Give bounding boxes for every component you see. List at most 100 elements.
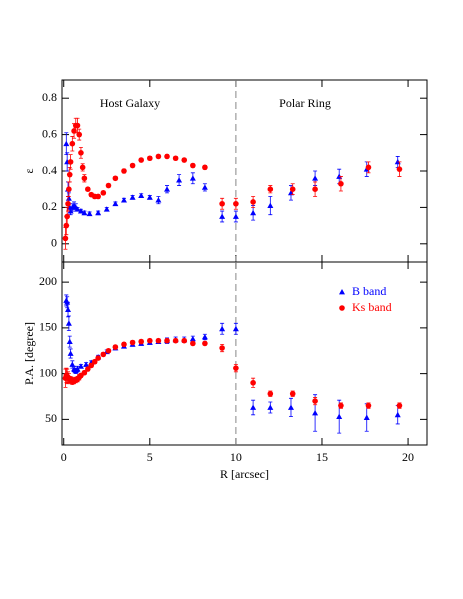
marker [85, 186, 91, 192]
marker [219, 213, 226, 219]
marker [105, 182, 112, 189]
y-tick-label: 200 [39, 274, 57, 288]
marker [181, 337, 188, 344]
marker [146, 194, 153, 200]
marker [103, 206, 110, 212]
marker [65, 195, 72, 201]
marker [172, 337, 179, 344]
marker [190, 340, 196, 347]
marker [67, 159, 74, 165]
marker [74, 366, 81, 372]
annotation: Host Galaxy [100, 96, 160, 110]
marker [250, 379, 256, 386]
marker [62, 235, 69, 242]
y-tick-label: 150 [39, 320, 57, 334]
marker [95, 209, 102, 216]
marker [250, 404, 257, 410]
marker [100, 190, 107, 196]
marker [181, 157, 188, 163]
marker [164, 153, 170, 160]
marker [363, 414, 370, 420]
marker [69, 361, 76, 367]
marker [138, 157, 144, 163]
marker [81, 369, 88, 376]
annotation: Polar Ring [279, 96, 331, 110]
x-tick-label: 0 [61, 450, 67, 464]
y-axis-label: ε [22, 168, 36, 173]
marker [65, 306, 72, 312]
marker [202, 164, 208, 171]
marker [81, 209, 88, 216]
marker [172, 155, 179, 162]
marker [189, 175, 196, 181]
marker [312, 175, 319, 181]
marker [267, 202, 274, 208]
marker [155, 197, 162, 203]
marker [189, 335, 196, 342]
marker [129, 194, 136, 200]
y-tick-label: 0 [51, 236, 57, 250]
marker [201, 184, 208, 190]
legend-marker [339, 289, 345, 295]
x-tick-label: 10 [230, 450, 242, 464]
marker [77, 208, 84, 214]
marker [287, 404, 294, 410]
marker [120, 197, 127, 203]
legend-label: Ks band [352, 300, 392, 314]
legend-label: B band [352, 284, 386, 298]
marker [365, 164, 372, 171]
marker [83, 361, 90, 367]
marker [66, 338, 73, 345]
marker [219, 345, 225, 351]
legend-marker [339, 305, 345, 311]
marker [232, 213, 239, 219]
marker [233, 365, 239, 371]
marker [79, 164, 86, 171]
marker [394, 411, 401, 418]
marker [155, 337, 162, 344]
marker [64, 213, 70, 220]
marker [155, 153, 162, 160]
marker [365, 402, 372, 409]
marker [267, 390, 274, 397]
marker [129, 162, 136, 169]
marker [112, 200, 119, 207]
marker [250, 209, 257, 216]
marker [86, 210, 93, 217]
marker [88, 362, 95, 369]
marker [74, 206, 81, 212]
marker [147, 337, 153, 344]
x-tick-label: 5 [147, 450, 153, 464]
marker [164, 186, 171, 192]
marker [91, 358, 98, 365]
marker [396, 402, 403, 409]
y-tick-label: 0.4 [42, 163, 57, 177]
x-tick-label: 20 [402, 450, 414, 464]
marker [95, 193, 101, 200]
marker [147, 155, 153, 162]
marker [121, 341, 127, 348]
marker [338, 180, 344, 187]
marker [76, 131, 83, 138]
marker [312, 398, 318, 404]
marker [85, 366, 91, 372]
marker [164, 337, 170, 344]
marker [66, 171, 73, 178]
marker [138, 338, 144, 345]
marker [74, 122, 81, 129]
marker [81, 175, 88, 182]
marker [190, 162, 196, 169]
marker [267, 186, 274, 192]
marker [69, 140, 76, 147]
marker [65, 200, 71, 207]
marker [289, 186, 296, 192]
marker [176, 177, 183, 183]
marker [138, 192, 145, 198]
marker [232, 325, 239, 332]
marker [250, 199, 256, 205]
marker [129, 339, 136, 346]
marker [312, 409, 319, 416]
marker [77, 363, 84, 369]
marker [66, 186, 72, 192]
